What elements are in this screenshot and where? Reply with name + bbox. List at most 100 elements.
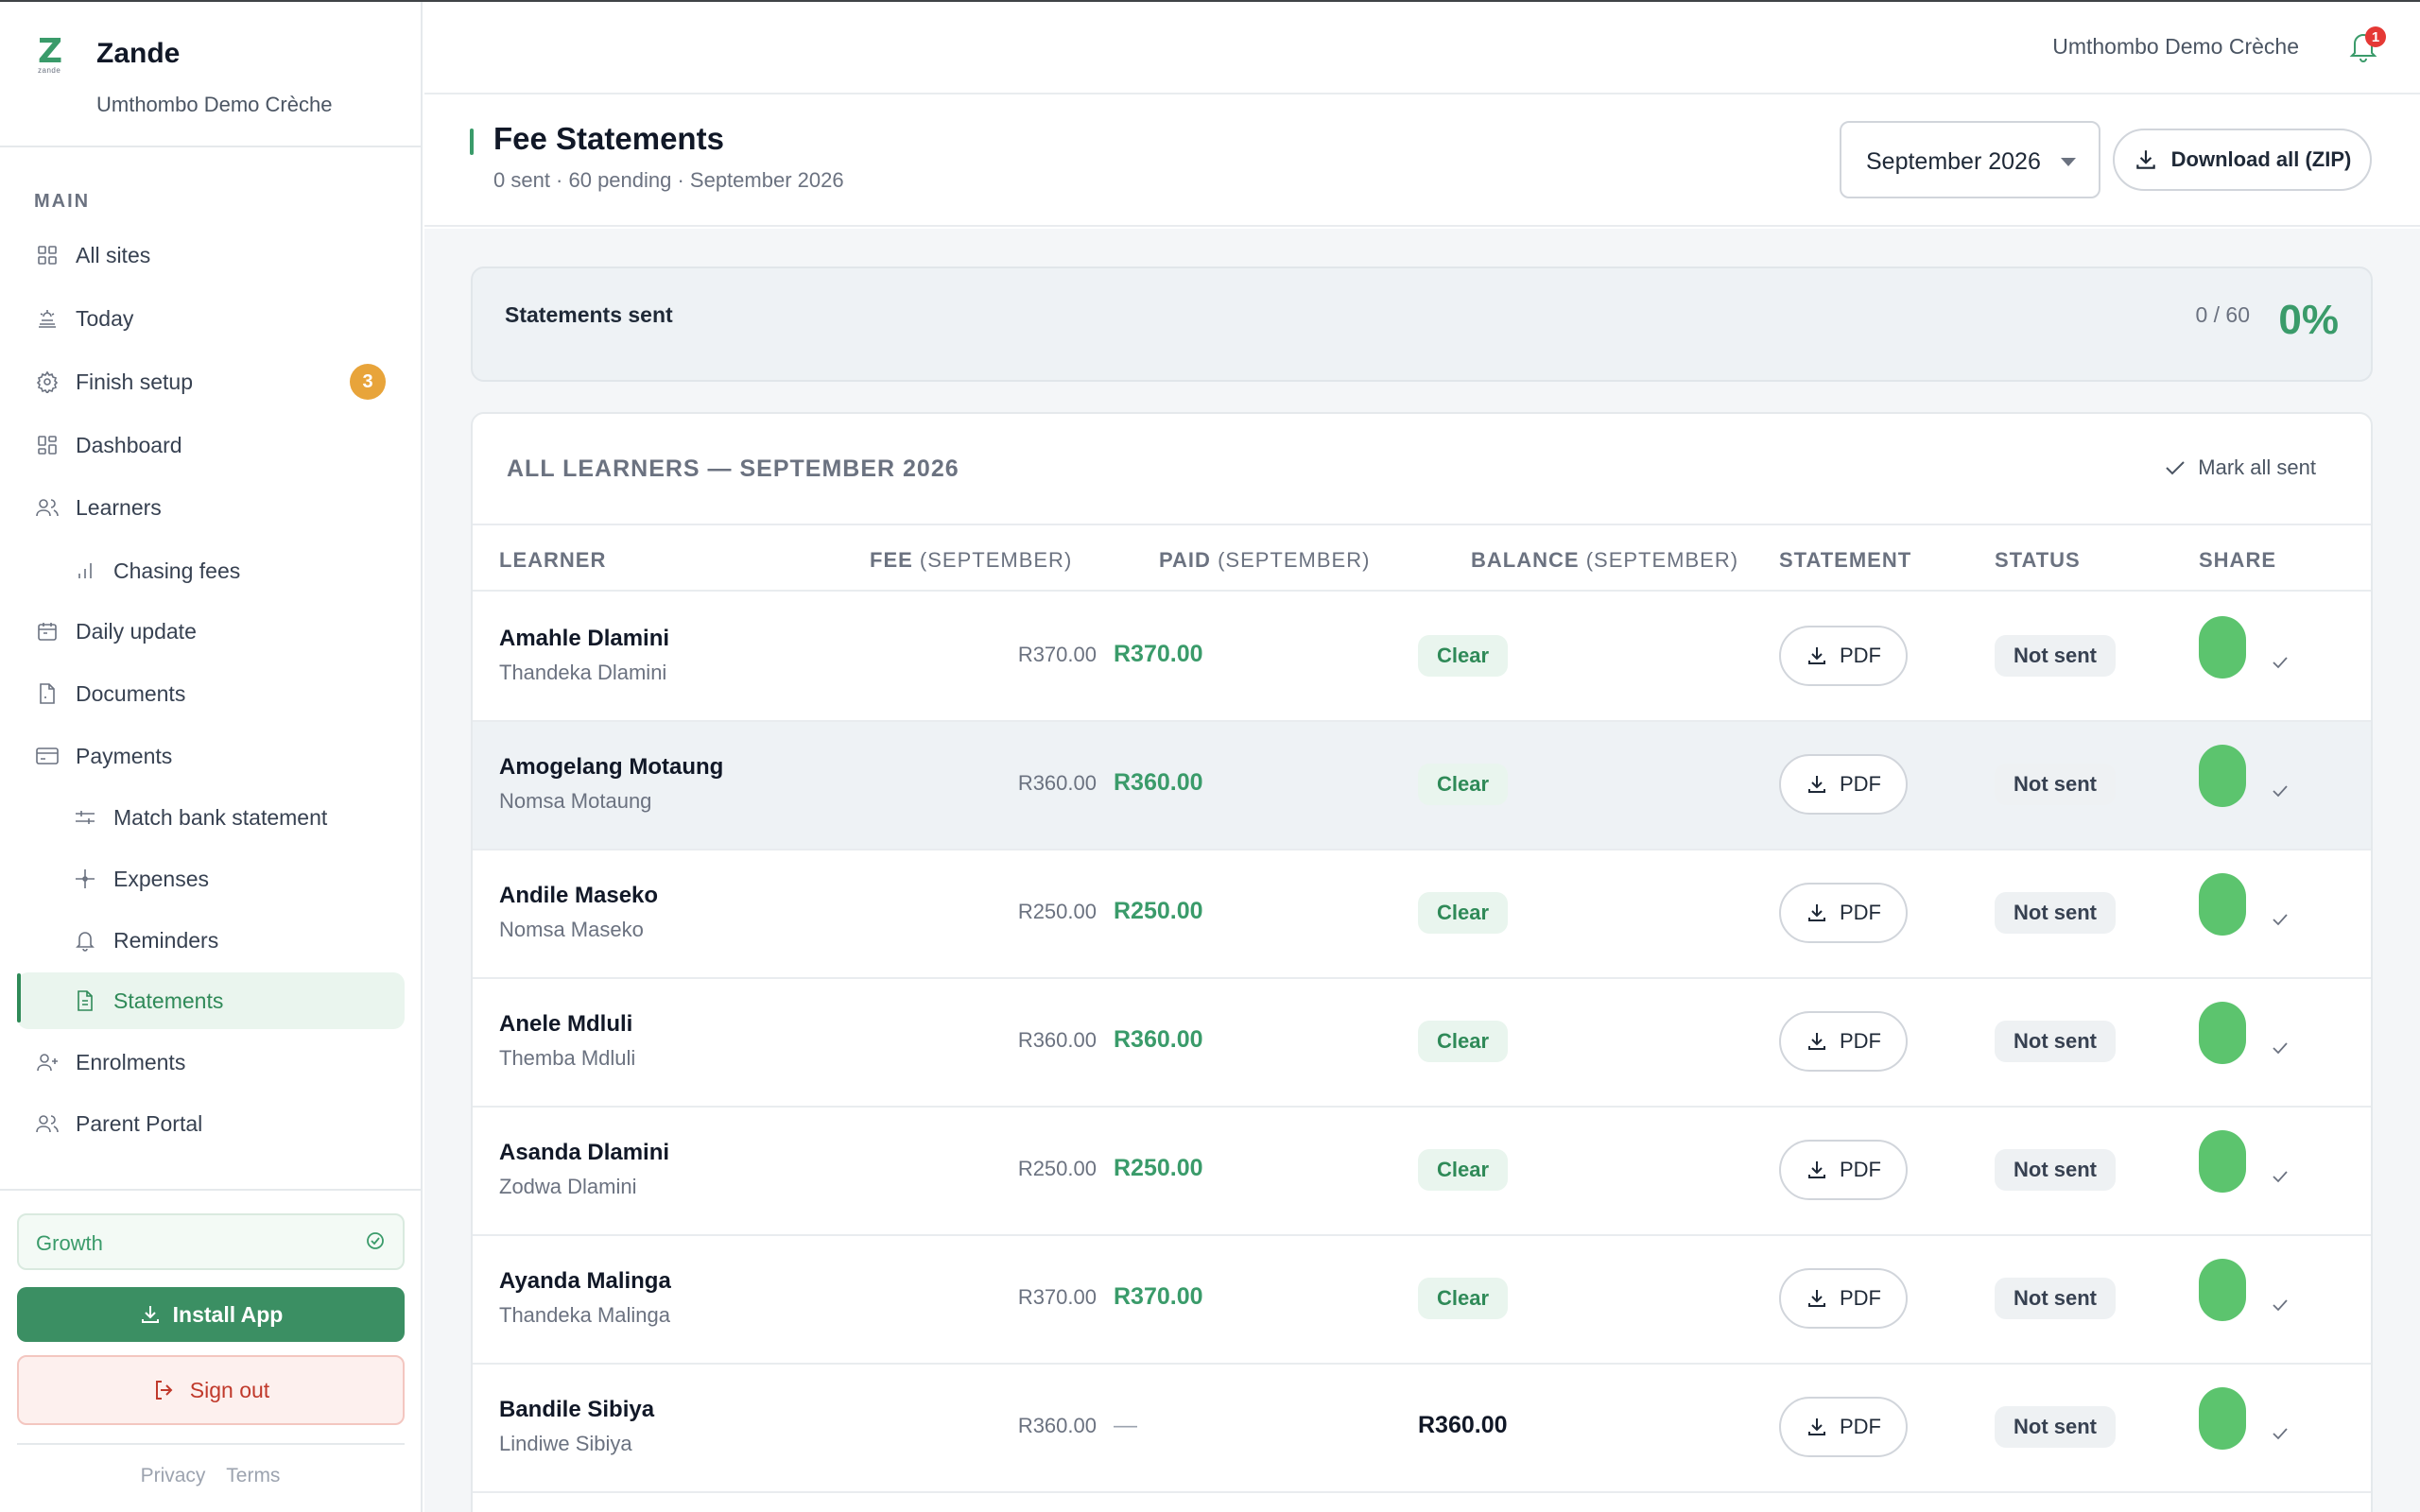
fee-header-label: FEE	[870, 548, 913, 572]
document-icon	[34, 680, 60, 707]
table-row[interactable]: Andile Maseko Nomsa Maseko R250.00 R250.00 C…	[473, 850, 2371, 979]
sidebar-item-expenses[interactable]: Expenses	[17, 850, 405, 907]
sidebar-item-label: Expenses	[113, 866, 210, 891]
sidebar-item-reminders[interactable]: Reminders	[17, 912, 405, 969]
learner-name[interactable]: Bandile Sibiya	[499, 1397, 655, 1422]
learner-name[interactable]: Anele Mdluli	[499, 1011, 633, 1037]
mark-sent-check-icon[interactable]	[2271, 1425, 2290, 1447]
sidebar-item-label: Parent Portal	[76, 1110, 203, 1136]
sidebar-item-all-sites[interactable]: All sites	[17, 227, 405, 284]
fee-amount: R250.00	[1017, 900, 1097, 923]
balance-clear-badge: Clear	[1418, 635, 1509, 677]
sunrise-icon	[34, 305, 60, 332]
chevron-down-icon	[2061, 158, 2076, 166]
table-row[interactable]: Ayanda Malinga Thandeka Malinga R370.00 R37…	[473, 1236, 2371, 1365]
setup-count-badge: 3	[350, 364, 386, 400]
mark-sent-check-icon[interactable]	[2271, 782, 2290, 804]
sidebar-item-label: Statements	[113, 988, 224, 1013]
download-pdf-button[interactable]: PDF	[1779, 626, 1908, 686]
mark-all-sent-button[interactable]: Mark all sent	[2164, 455, 2316, 480]
users-icon	[34, 494, 60, 521]
sidebar-item-label: Reminders	[113, 927, 219, 953]
download-all-zip-button[interactable]: Download all (ZIP)	[2113, 129, 2372, 191]
learner-name[interactable]: Amahle Dlamini	[499, 626, 670, 651]
download-pdf-button[interactable]: PDF	[1779, 1140, 1908, 1200]
mark-sent-check-icon[interactable]	[2271, 1168, 2290, 1190]
table-row[interactable]: Bandile Sibiya Lindiwe Sibiya R360.00 — R360…	[473, 1365, 2371, 1493]
whatsapp-share-button[interactable]	[2199, 1259, 2246, 1321]
sidebar-item-learners[interactable]: Learners	[17, 479, 405, 536]
dashboard-icon	[34, 432, 60, 458]
whatsapp-share-button[interactable]	[2199, 745, 2246, 807]
parent-name: Nomsa Motaung	[499, 789, 652, 813]
calendar-icon	[34, 618, 60, 644]
sidebar-item-statements[interactable]: Statements	[17, 972, 405, 1029]
sidebar-item-label: Daily update	[76, 618, 197, 644]
sign-out-button[interactable]: Sign out	[17, 1355, 405, 1425]
sidebar-item-match-bank-statement[interactable]: Match bank statement	[17, 789, 405, 846]
install-app-button[interactable]: Install App	[17, 1287, 405, 1342]
bell-icon	[72, 927, 98, 954]
statements-sent-card: Statements sent 0 / 60 0%	[471, 266, 2373, 382]
sidebar-item-documents[interactable]: Documents	[17, 665, 405, 722]
site-switcher[interactable]: Umthombo Demo Crèche	[2052, 34, 2299, 59]
download-icon	[1808, 776, 1825, 793]
notifications-button[interactable]: 1	[2348, 26, 2386, 64]
mark-sent-check-icon[interactable]	[2271, 1297, 2290, 1318]
sidebar-item-enrolments[interactable]: Enrolments	[17, 1034, 405, 1091]
status-badge: Not sent	[1995, 635, 2116, 677]
mark-sent-check-icon[interactable]	[2271, 911, 2290, 933]
download-pdf-button[interactable]: PDF	[1779, 1268, 1908, 1329]
learner-name[interactable]: Andile Maseko	[499, 883, 659, 908]
download-pdf-button[interactable]: PDF	[1779, 1011, 1908, 1072]
whatsapp-share-button[interactable]	[2199, 873, 2246, 936]
balance-header-period: (SEPTEMBER)	[1585, 548, 1739, 572]
privacy-link[interactable]: Privacy	[140, 1465, 206, 1486]
paid-amount: R370.00	[1114, 1283, 1203, 1310]
whatsapp-share-button[interactable]	[2199, 1130, 2246, 1193]
paid-amount: R360.00	[1114, 769, 1203, 796]
balance-clear-badge: Clear	[1418, 1278, 1509, 1319]
column-header-fee: FEE (SEPTEMBER)	[870, 548, 1072, 573]
download-pdf-button[interactable]: PDF	[1779, 754, 1908, 815]
app-name: Zande	[96, 38, 181, 69]
sidebar-item-parent-portal[interactable]: Parent Portal	[17, 1095, 405, 1152]
whatsapp-share-button[interactable]	[2199, 1002, 2246, 1064]
download-icon	[2135, 150, 2155, 169]
nav-section-main: MAIN	[34, 191, 91, 212]
download-pdf-button[interactable]: PDF	[1779, 1397, 1908, 1457]
sidebar-item-payments[interactable]: Payments	[17, 728, 405, 784]
whatsapp-share-button[interactable]	[2199, 616, 2246, 679]
mark-sent-check-icon[interactable]	[2271, 1040, 2290, 1061]
mark-sent-check-icon[interactable]	[2271, 654, 2290, 676]
sidebar-item-daily-update[interactable]: Daily update	[17, 603, 405, 660]
sidebar-item-today[interactable]: Today	[17, 290, 405, 347]
sidebar-item-finish-setup[interactable]: Finish setup 3	[17, 353, 405, 410]
plan-badge[interactable]: Growth	[17, 1213, 405, 1270]
parent-name: Nomsa Maseko	[499, 918, 644, 941]
sidebar-item-chasing-fees[interactable]: Chasing fees	[17, 542, 405, 599]
download-all-label: Download all (ZIP)	[2170, 147, 2352, 171]
paid-amount: —	[1114, 1412, 1137, 1438]
table-row[interactable]: Amogelang Motaung Nomsa Motaung R360.00 R36…	[473, 722, 2371, 850]
learner-name[interactable]: Amogelang Motaung	[499, 754, 724, 780]
sidebar-item-label: Enrolments	[76, 1049, 186, 1074]
sidebar-item-label: Today	[76, 305, 134, 331]
learner-name[interactable]: Ayanda Malinga	[499, 1268, 671, 1294]
statements-sent-label: Statements sent	[505, 302, 673, 327]
column-header-paid: PAID (SEPTEMBER)	[1159, 548, 1370, 573]
download-pdf-button[interactable]: PDF	[1779, 883, 1908, 943]
sidebar-item-dashboard[interactable]: Dashboard	[17, 417, 405, 473]
paid-header-period: (SEPTEMBER)	[1218, 548, 1371, 572]
users-icon	[34, 1110, 60, 1137]
fee-amount: R370.00	[1017, 1285, 1097, 1309]
table-row[interactable]: Amahle Dlamini Thandeka Dlamini R370.00 R37…	[473, 593, 2371, 722]
table-row[interactable]: Anele Mdluli Themba Mdluli R360.00 R360.00 C…	[473, 979, 2371, 1108]
terms-link[interactable]: Terms	[226, 1465, 281, 1486]
table-row[interactable]: Asanda Dlamini Zodwa Dlamini R250.00 R250.0…	[473, 1108, 2371, 1236]
month-select[interactable]: September 2026	[1840, 121, 2100, 198]
table-heading: ALL LEARNERS — SEPTEMBER 2026	[507, 455, 959, 482]
whatsapp-share-button[interactable]	[2199, 1387, 2246, 1450]
learner-name[interactable]: Asanda Dlamini	[499, 1140, 670, 1165]
zande-logo[interactable]: Z zande	[34, 32, 76, 76]
